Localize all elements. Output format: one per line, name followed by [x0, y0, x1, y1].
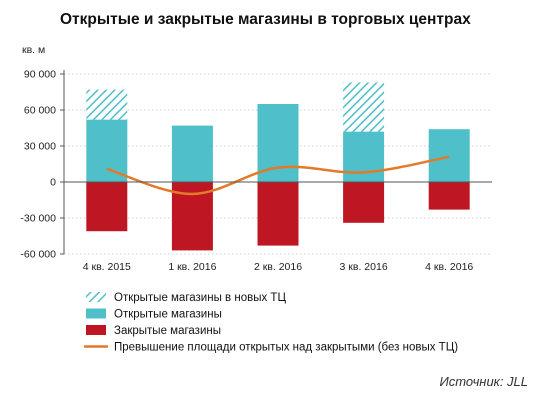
legend-label: Открытые магазины в новых ТЦ — [114, 292, 286, 304]
bar-opened — [86, 119, 128, 182]
x-tick-label: 2 кв. 2016 — [254, 261, 302, 273]
y-tick-label: -60 000 — [20, 249, 56, 261]
y-tick-label: 60 000 — [24, 105, 56, 117]
bar-opened-new-malls — [343, 82, 385, 132]
bar-opened — [171, 125, 213, 182]
excess-area-line — [106, 155, 450, 196]
x-tick-label: 3 кв. 2016 — [340, 261, 388, 273]
legend-swatch — [86, 292, 106, 302]
legend: Открытые магазины в новых ТЦ Открытые маг… — [84, 292, 458, 354]
source-note: Источник: JLL — [439, 374, 528, 389]
y-tick-label: 90 000 — [24, 69, 56, 81]
bar-opened — [343, 131, 385, 182]
chart-title: Открытые и закрытые магазины в торговых … — [60, 11, 471, 28]
y-axis-unit: кв. м — [22, 44, 45, 56]
bar-closed — [343, 182, 385, 223]
gridlines — [64, 73, 492, 255]
legend-label: Закрытые магазины — [114, 325, 221, 337]
legend-swatch — [86, 325, 106, 335]
y-tick-label: 30 000 — [24, 141, 56, 153]
bar-closed — [428, 182, 470, 210]
bar-closed — [257, 182, 299, 246]
axes: 90 000 60 000 30 000 0 -30 000 -60 000 4 кв. 2… — [20, 69, 492, 273]
bar-opened — [257, 104, 299, 182]
y-tick-label: 0 — [50, 177, 56, 189]
x-tick-label: 4 кв. 2016 — [425, 261, 473, 273]
legend-label: Превышение площади открытых над закрытым… — [114, 342, 458, 354]
x-tick-label: 4 кв. 2015 — [83, 261, 131, 273]
line-series — [106, 155, 450, 196]
legend-label: Открытые магазины — [114, 309, 222, 321]
y-tick-label: -30 000 — [20, 213, 56, 225]
legend-swatch — [86, 308, 106, 319]
bar-closed — [86, 182, 128, 232]
bar-opened — [428, 129, 470, 182]
x-tick-label: 1 кв. 2016 — [168, 261, 216, 273]
bar-opened-new-malls — [86, 89, 128, 120]
